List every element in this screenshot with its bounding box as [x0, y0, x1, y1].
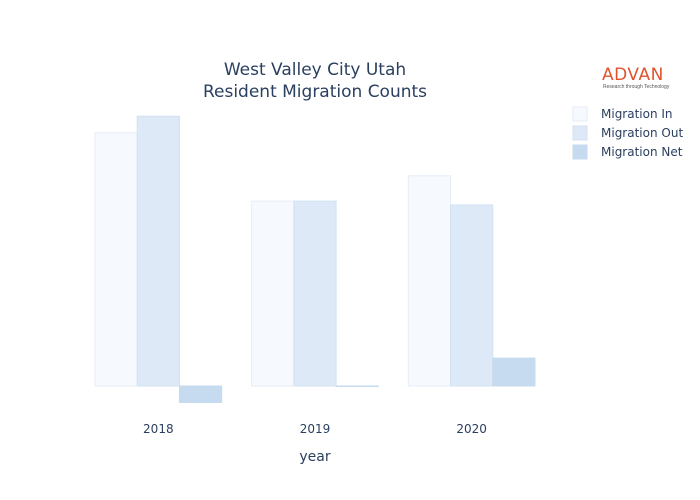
logo-tagline: Research through Technology: [603, 84, 670, 90]
bar-migration-net-2018[interactable]: [178, 385, 223, 403]
bars-layer: [94, 115, 536, 403]
legend-label: Migration Out: [601, 126, 683, 140]
legend[interactable]: Migration In Migration Out Migration Net: [572, 106, 683, 160]
legend-label: Migration In: [601, 107, 673, 121]
legend-swatch: [572, 125, 588, 141]
bar-migration-out-2018[interactable]: [136, 115, 180, 387]
legend-label: Migration Net: [601, 145, 683, 159]
legend-item-migration-net[interactable]: Migration Net: [572, 144, 683, 160]
legend-swatch: [572, 144, 588, 160]
x-tick-label: 2019: [300, 422, 331, 436]
bar-migration-net-2019[interactable]: [335, 385, 379, 388]
bar-migration-in-2020[interactable]: [407, 175, 452, 387]
chart-title: West Valley City Utah Resident Migration…: [203, 60, 427, 102]
chart-title-line-1: West Valley City Utah: [224, 60, 406, 80]
x-axis-title: year: [299, 449, 330, 465]
x-tick-label: 2020: [456, 422, 487, 436]
bar-migration-net-2020[interactable]: [492, 357, 536, 387]
chart-title-line-2: Resident Migration Counts: [203, 82, 427, 102]
bar-migration-in-2019[interactable]: [251, 200, 295, 387]
advan-logo: ADVAN Research through Technology: [602, 66, 682, 90]
legend-item-migration-in[interactable]: Migration In: [572, 106, 673, 122]
bar-migration-out-2020[interactable]: [450, 204, 494, 387]
bar-migration-in-2018[interactable]: [94, 132, 138, 387]
x-tick-label: 2018: [143, 422, 174, 436]
legend-swatch: [572, 106, 588, 122]
bar-migration-out-2019[interactable]: [293, 200, 337, 387]
x-tick-labels: 2018 2019 2020: [143, 422, 487, 436]
logo-wordmark: ADVAN: [602, 65, 664, 85]
legend-item-migration-out[interactable]: Migration Out: [572, 125, 683, 141]
